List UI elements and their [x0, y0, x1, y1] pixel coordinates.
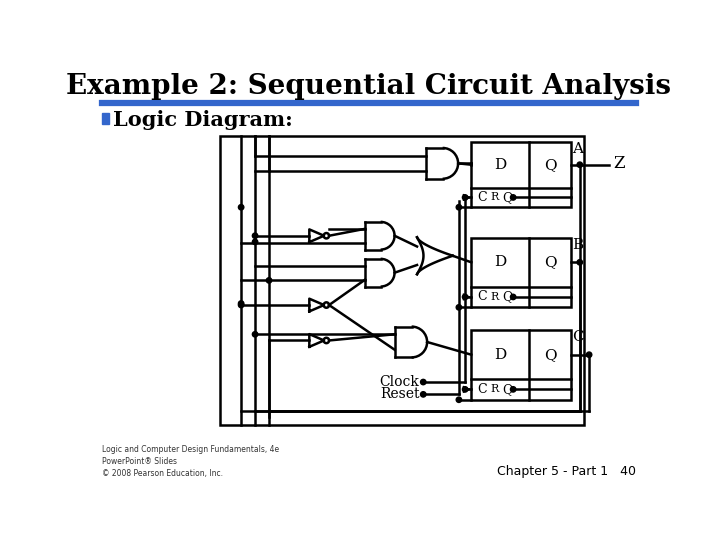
Text: R: R	[490, 192, 499, 202]
Bar	[472, 238, 570, 307]
Circle shape	[266, 278, 271, 283]
Text: Logic and Computer Design Fundamentals, 4e
PowerPoint® Slides
© 2008 Pearson Edu: Logic and Computer Design Fundamentals, …	[102, 445, 279, 478]
Circle shape	[253, 233, 258, 239]
Text: Chapter 5 - Part 1   40: Chapter 5 - Part 1 40	[498, 465, 636, 478]
Text: Example 2: Sequential Circuit Analysis: Example 2: Sequential Circuit Analysis	[66, 73, 672, 100]
Circle shape	[238, 301, 244, 306]
Circle shape	[238, 302, 244, 308]
Circle shape	[462, 195, 468, 200]
Text: D: D	[494, 255, 506, 269]
Circle shape	[462, 294, 468, 300]
Text: C: C	[477, 291, 487, 303]
Bar	[472, 142, 570, 207]
Bar	[472, 330, 570, 400]
Text: Q: Q	[544, 348, 557, 362]
Bar	[102, 112, 109, 124]
Circle shape	[577, 260, 582, 265]
Text: R: R	[490, 384, 499, 394]
Text: Q: Q	[544, 255, 557, 269]
Text: C: C	[477, 191, 487, 204]
Text: A: A	[572, 142, 583, 156]
Text: R: R	[490, 292, 499, 302]
Text: Q: Q	[502, 291, 512, 303]
Circle shape	[456, 397, 462, 402]
Circle shape	[577, 162, 582, 167]
Text: B: B	[572, 238, 583, 252]
Text: Z: Z	[613, 156, 625, 172]
Text: Clock: Clock	[379, 375, 419, 389]
Circle shape	[510, 387, 516, 392]
Circle shape	[510, 195, 516, 200]
Circle shape	[586, 352, 592, 357]
Circle shape	[238, 205, 244, 210]
Text: D: D	[494, 348, 506, 362]
Text: Q: Q	[502, 191, 512, 204]
Text: Q: Q	[502, 383, 512, 396]
Circle shape	[420, 392, 426, 397]
Circle shape	[253, 332, 258, 337]
Text: Logic Diagram:: Logic Diagram:	[113, 110, 293, 130]
Text: Q: Q	[544, 158, 557, 172]
Circle shape	[420, 379, 426, 384]
Text: C: C	[477, 383, 487, 396]
Text: Reset: Reset	[380, 387, 419, 401]
Text: C: C	[572, 330, 584, 345]
Circle shape	[462, 387, 468, 392]
Text: D: D	[494, 158, 506, 172]
Circle shape	[510, 294, 516, 300]
Circle shape	[456, 205, 462, 210]
Circle shape	[253, 239, 258, 245]
Bar	[220, 137, 585, 425]
Circle shape	[456, 305, 462, 310]
